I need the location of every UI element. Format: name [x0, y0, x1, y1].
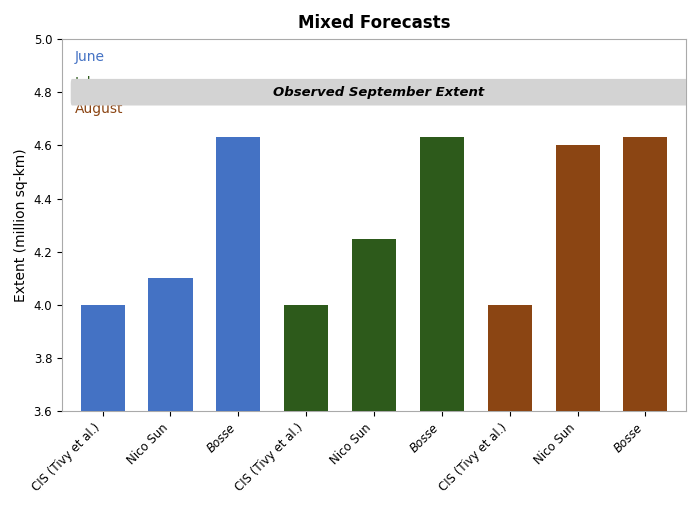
Bar	[148, 278, 193, 411]
Bar	[284, 305, 328, 411]
Bar	[80, 305, 125, 411]
Y-axis label: Extent (million sq-km): Extent (million sq-km)	[14, 148, 28, 302]
Bar	[216, 138, 260, 411]
Text: June: June	[74, 50, 104, 64]
Bar	[420, 138, 464, 411]
Title: Mixed Forecasts: Mixed Forecasts	[298, 14, 450, 32]
Text: July: July	[74, 76, 99, 90]
Bar	[352, 239, 396, 411]
Text: August: August	[74, 102, 123, 116]
Bar	[488, 305, 532, 411]
FancyBboxPatch shape	[71, 79, 687, 106]
Text: Observed September Extent: Observed September Extent	[273, 86, 484, 99]
Bar	[624, 138, 668, 411]
Bar	[556, 145, 600, 411]
